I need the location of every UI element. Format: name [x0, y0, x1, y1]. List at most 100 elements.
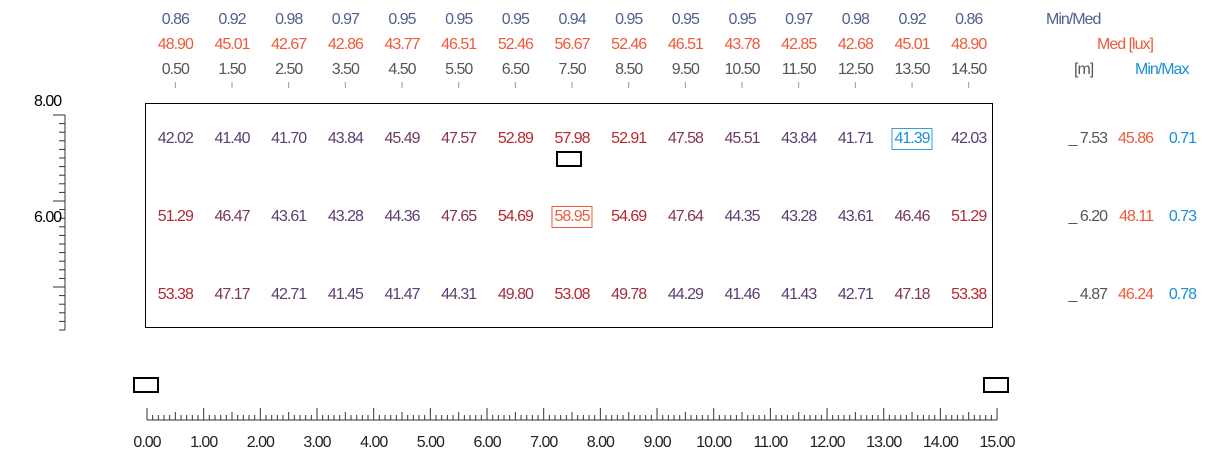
header-unit-label: [m] — [1074, 61, 1094, 78]
column-med-lux: 42.85 — [781, 36, 817, 53]
luminaire-marker-ceiling — [556, 151, 582, 167]
row-min-max: 0.73 — [1168, 208, 1197, 225]
column-min-med: 0.95 — [728, 11, 756, 28]
grid-value: 44.36 — [384, 208, 420, 225]
column-min-med: 0.95 — [615, 11, 643, 28]
grid-value: 43.28 — [781, 208, 817, 225]
x-axis-label: 10.00 — [696, 434, 732, 451]
column-min-med: 0.95 — [388, 11, 416, 28]
grid-value: 47.18 — [894, 286, 931, 303]
grid-value: 57.98 — [554, 130, 590, 147]
x-axis-label: 0.00 — [133, 434, 161, 451]
grid-value: 41.71 — [837, 130, 874, 147]
column-position: 14.50 — [951, 61, 987, 78]
grid-value: 41.70 — [271, 130, 307, 147]
column-min-med: 0.86 — [161, 11, 190, 28]
grid-value: 54.69 — [611, 208, 647, 225]
column-med-lux: 48.90 — [951, 36, 987, 53]
header-min-max-label: Min/Max — [1135, 61, 1189, 78]
grid-value: 41.43 — [781, 286, 817, 303]
column-min-med: 0.97 — [331, 11, 360, 28]
x-axis-label: 14.00 — [922, 434, 959, 451]
column-position: 5.50 — [445, 61, 473, 78]
column-med-lux: 52.46 — [611, 36, 647, 53]
x-axis-label: 1.00 — [190, 434, 218, 451]
column-med-lux: 56.67 — [554, 36, 590, 53]
y-axis-label: 6.00 — [34, 209, 62, 226]
row-position: _ 7.53 — [1068, 130, 1108, 147]
column-position: 7.50 — [558, 61, 586, 78]
grid-value: 42.03 — [951, 130, 987, 147]
grid-value: 52.91 — [611, 130, 647, 147]
x-axis-label: 9.00 — [643, 434, 671, 451]
grid-value: 47.57 — [441, 130, 477, 147]
row-min-max: 0.71 — [1168, 130, 1197, 147]
header-min-med-label: Min/Med — [1046, 11, 1101, 28]
x-axis-label: 7.00 — [530, 434, 558, 451]
grid-value: 43.84 — [327, 130, 364, 147]
x-axis-label: 8.00 — [586, 434, 615, 451]
column-position: 6.50 — [501, 61, 530, 78]
grid-value: 47.64 — [667, 208, 704, 225]
grid-value-minimum: 41.39 — [891, 128, 933, 150]
grid-value: 54.69 — [497, 208, 534, 225]
grid-value: 41.40 — [214, 130, 250, 147]
luminaire-marker-right — [983, 377, 1009, 393]
row-med-lux: 46.24 — [1117, 286, 1154, 303]
grid-value: 41.45 — [327, 286, 364, 303]
column-min-med: 0.98 — [841, 11, 870, 28]
header-med-lux-label: Med [lux] — [1097, 36, 1154, 53]
grid-value: 45.51 — [724, 130, 761, 147]
column-med-lux: 46.51 — [441, 36, 477, 53]
grid-value: 46.47 — [214, 208, 250, 225]
column-min-med: 0.97 — [785, 11, 813, 28]
column-med-lux: 45.01 — [214, 36, 250, 53]
grid-value: 44.31 — [441, 286, 477, 303]
row-med-lux: 45.86 — [1117, 130, 1154, 147]
grid-value: 42.71 — [837, 286, 874, 303]
column-med-lux: 42.86 — [327, 36, 364, 53]
x-axis-label: 3.00 — [303, 434, 331, 451]
column-med-lux: 48.90 — [157, 36, 194, 53]
grid-value: 43.61 — [271, 208, 307, 225]
x-axis-label: 13.00 — [866, 434, 902, 451]
luminaire-marker-left — [133, 377, 159, 393]
x-axis-label: 4.00 — [360, 434, 388, 451]
grid-value: 47.65 — [441, 208, 477, 225]
grid-value: 44.35 — [724, 208, 761, 225]
column-position: 0.50 — [161, 61, 190, 78]
grid-value: 42.71 — [271, 286, 307, 303]
column-position: 11.50 — [781, 61, 817, 78]
grid-value: 46.46 — [894, 208, 931, 225]
row-min-max: 0.78 — [1168, 286, 1197, 303]
column-min-med: 0.92 — [898, 11, 926, 28]
grid-value: 52.89 — [497, 130, 534, 147]
column-med-lux: 43.77 — [384, 36, 420, 53]
column-position: 8.50 — [615, 61, 643, 78]
grid-value: 42.02 — [157, 130, 194, 147]
grid-value: 43.28 — [327, 208, 364, 225]
x-axis-label: 2.00 — [246, 434, 275, 451]
grid-value: 44.29 — [667, 286, 704, 303]
grid-value: 53.38 — [951, 286, 987, 303]
column-min-med: 0.98 — [275, 11, 303, 28]
x-axis-label: 11.00 — [753, 434, 788, 451]
column-min-med: 0.92 — [218, 11, 246, 28]
column-med-lux: 52.46 — [497, 36, 534, 53]
column-position: 4.50 — [388, 61, 416, 78]
column-position: 12.50 — [837, 61, 874, 78]
column-position: 13.50 — [894, 61, 931, 78]
column-min-med: 0.86 — [955, 11, 983, 28]
x-axis-label: 15.00 — [979, 434, 1016, 451]
grid-value: 51.29 — [157, 208, 194, 225]
grid-value: 53.38 — [157, 286, 194, 303]
row-position: _ 6.20 — [1068, 208, 1108, 225]
grid-value: 43.61 — [837, 208, 874, 225]
column-min-med: 0.95 — [445, 11, 473, 28]
column-position: 1.50 — [218, 61, 246, 78]
grid-value: 43.84 — [781, 130, 817, 147]
x-axis-label: 5.00 — [416, 434, 445, 451]
column-position: 9.50 — [671, 61, 700, 78]
row-med-lux: 48.11 — [1119, 208, 1154, 225]
grid-value: 41.47 — [384, 286, 420, 303]
